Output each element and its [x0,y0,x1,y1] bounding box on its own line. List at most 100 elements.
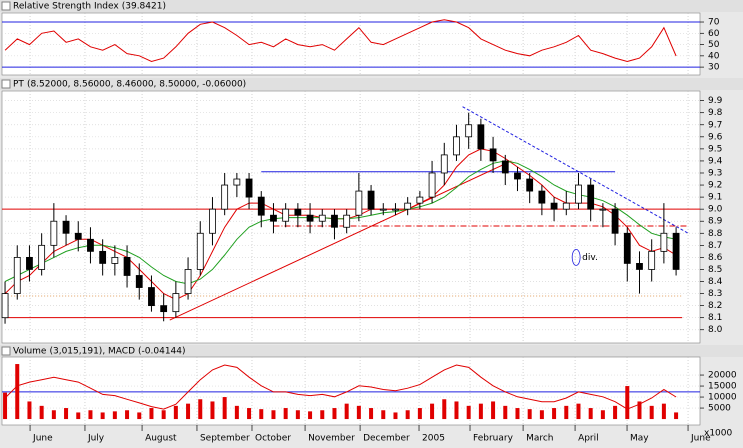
candle-body [13,256,21,294]
y-tick-label: 9.6 [708,132,723,142]
trend-line [169,160,512,321]
volume-bar [430,403,435,420]
candle-body [318,214,326,222]
candle-body [245,178,253,198]
y-tick-label: 9.4 [708,156,723,166]
volume-bar [661,403,666,420]
candle-body [196,232,204,270]
panel-header [0,0,743,12]
candle-body [440,154,448,174]
volume-bar [295,410,300,420]
volume-bar [356,405,361,420]
volume-bar [308,411,313,420]
volume-bar [539,410,544,420]
candle-body [26,256,33,270]
plot-area [1,356,701,426]
candle-body [514,172,521,180]
header-value-label: (39.8421) [122,2,166,12]
candle-body [379,208,387,211]
rsi-line [4,19,677,63]
y-tick-label: 9.2 [708,181,722,191]
volume-bar [27,401,32,420]
volume-bar [271,410,276,420]
y-tick-label: 9.9 [708,96,723,106]
candle-body [392,208,399,211]
volume-bar [564,405,569,420]
y-tick-label: 9.1 [708,193,722,203]
candle-body [599,208,607,211]
candle-body [111,256,119,264]
volume-bar [478,403,483,420]
candle-body [477,124,485,150]
y-tick-label: 8.7 [708,241,722,251]
volume-bar [173,405,178,420]
panel-header [0,345,743,357]
candle-body [123,256,131,276]
volume-bar [600,410,605,420]
volume-bar [161,410,166,420]
x-tick-label: November [308,434,355,444]
volume-bar [515,408,520,420]
volume-bar [491,401,496,420]
candle-body [38,244,46,270]
candle-body [294,208,302,216]
candle-body [233,178,241,186]
header-icon [1,1,11,11]
header-title: PT [13,80,24,90]
x-tick-label: June [690,434,711,444]
volume-bar [588,408,593,420]
candle-body [501,160,509,174]
volume-bar [137,412,142,420]
candle-body [172,293,180,313]
candle-body [404,202,412,210]
y-tick-label: 40 [708,51,720,61]
y-tick-label: 8.3 [708,289,722,299]
volume-bar [393,412,398,420]
candle-body [355,190,363,216]
header-title2: , MACD [102,347,135,357]
candle-body [465,124,473,138]
x-tick-label: September [200,434,250,444]
y-tick-label: 8.5 [708,265,722,275]
candle-body [184,269,192,294]
plot-area [1,90,701,344]
volume-bar [320,410,325,420]
candle-body [636,263,643,270]
panel-header [0,78,743,90]
y-tick-label: 70 [708,18,720,28]
candle-body [367,190,375,210]
y-tick-label: 8.6 [708,253,723,263]
header-icon [1,346,11,356]
volume-bar [552,408,557,420]
y-tick-label: 20000 [708,371,737,381]
x-tick-label: December [363,434,410,444]
candle-body [221,184,229,210]
candle-body [660,232,668,252]
volume-bar [405,410,410,420]
y-tick-label: 8.0 [708,325,723,335]
y-tick-label: 9.8 [708,108,723,118]
candle-body [587,184,595,210]
volume-bar [503,405,508,420]
candle-body [428,172,436,198]
volume-bar [332,408,337,420]
volume-bar [613,405,618,420]
volume-bar [466,405,471,420]
header-value-label: (3,015,191) [49,347,102,357]
candle-body [306,214,314,222]
plot-area [1,12,701,76]
volume-bar [222,397,227,420]
candle-body [331,214,338,228]
volume-bar [76,412,81,420]
volume-bar [527,409,532,420]
header-value-label: (8.52000, 8.56000, 8.46000, 8.50000, -0.… [27,80,246,90]
candle-body [99,250,107,264]
x-tick-label: June [32,434,53,444]
volume-bar [417,408,422,420]
header-title: Relative Strength Index [13,2,119,12]
y-tick-label: 8.4 [708,277,723,287]
candle-body [62,220,70,234]
trend-line [462,106,689,234]
x-tick-label: 2005 [422,434,445,444]
